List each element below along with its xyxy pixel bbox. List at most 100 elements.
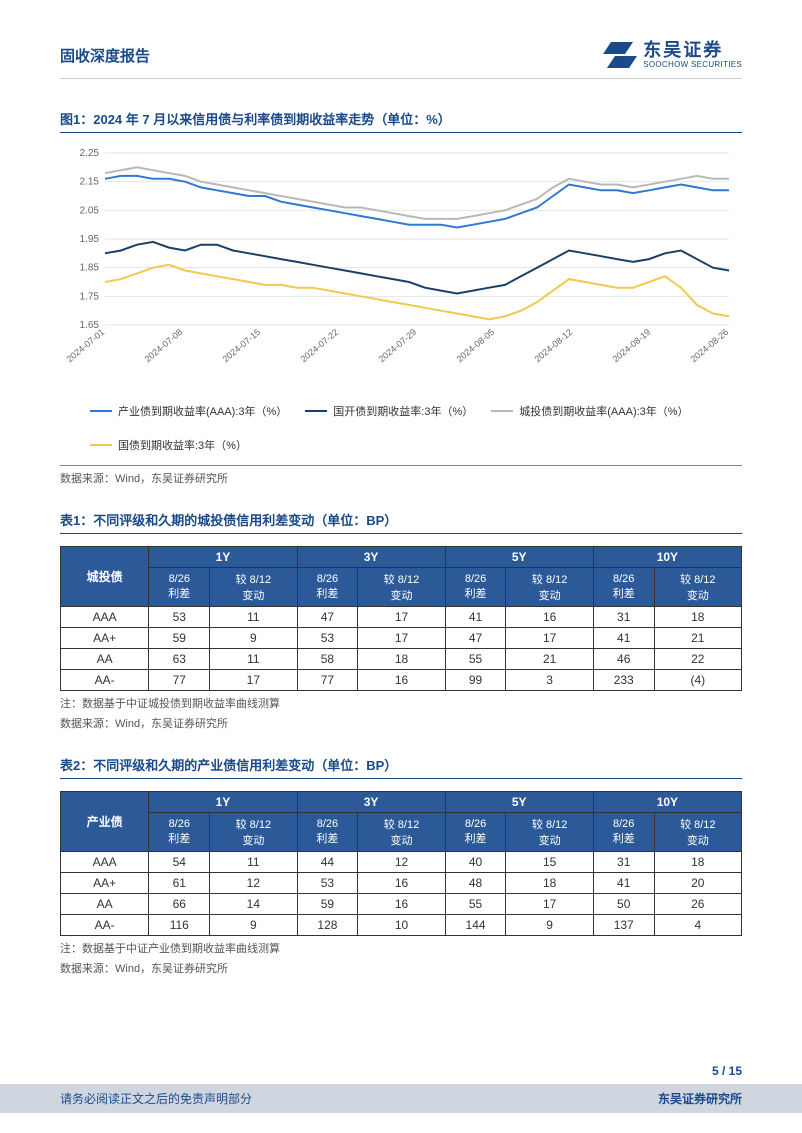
svg-text:2024-08-19: 2024-08-19 <box>611 327 653 364</box>
table-period-header: 5Y <box>445 792 593 813</box>
table-cell: 53 <box>149 607 210 628</box>
table-subheader: 较 8/12变动 <box>210 568 297 607</box>
table-cell: 53 <box>297 873 358 894</box>
table1-source: 数据来源：Wind，东吴证券研究所 <box>60 715 742 731</box>
table-cell: 17 <box>358 628 445 649</box>
row-label: AA- <box>61 670 149 691</box>
svg-text:1.85: 1.85 <box>80 263 100 274</box>
table-row: AA6614591655175026 <box>61 894 742 915</box>
table-period-header: 10Y <box>593 792 741 813</box>
row-label: AA- <box>61 915 149 936</box>
table-cell: 54 <box>149 852 210 873</box>
table2: 产业债1Y3Y5Y10Y8/26利差较 8/12变动8/26利差较 8/12变动… <box>60 791 742 936</box>
table-cell: 40 <box>445 852 506 873</box>
table-period-header: 10Y <box>593 547 741 568</box>
table-cell: 55 <box>445 894 506 915</box>
table-cell: 20 <box>654 873 741 894</box>
table-cell: 12 <box>210 873 297 894</box>
table-cell: 137 <box>593 915 654 936</box>
table-cell: (4) <box>654 670 741 691</box>
table-cell: 128 <box>297 915 358 936</box>
logo-text-en: SOOCHOW SECURITIES <box>643 61 742 70</box>
page-footer: 5 / 15 请务必阅读正文之后的免责声明部分 东吴证券研究所 <box>0 1064 802 1113</box>
table-cell: 14 <box>210 894 297 915</box>
legend-item: 城投债到期收益率(AAA):3年（%） <box>491 403 688 419</box>
table-row: AA-11691281014491374 <box>61 915 742 936</box>
table-cell: 12 <box>358 852 445 873</box>
table2-title: 表2：不同评级和久期的产业债信用利差变动（单位：BP） <box>60 755 742 779</box>
svg-text:1.95: 1.95 <box>80 234 100 245</box>
table-period-header: 3Y <box>297 792 445 813</box>
page-header: 固收深度报告 东吴证券 SOOCHOW SECURITIES <box>60 40 742 79</box>
row-label: AA+ <box>61 628 149 649</box>
table-cell: 66 <box>149 894 210 915</box>
table-row: AA6311581855214622 <box>61 649 742 670</box>
table-cell: 9 <box>210 628 297 649</box>
table1-note: 注：数据基于中证城投债到期收益率曲线测算 <box>60 695 742 711</box>
table-cell: 53 <box>297 628 358 649</box>
svg-text:2.25: 2.25 <box>80 148 100 159</box>
legend-label: 产业债到期收益率(AAA):3年（%） <box>118 403 287 419</box>
table-period-header: 5Y <box>445 547 593 568</box>
report-category: 固收深度报告 <box>60 45 150 66</box>
figure1-title: 图1：2024 年 7 月以来信用债与利率债到期收益率走势（单位：%） <box>60 109 742 133</box>
table-cell: 22 <box>654 649 741 670</box>
table-cell: 63 <box>149 649 210 670</box>
svg-text:2024-07-15: 2024-07-15 <box>221 327 263 364</box>
svg-text:2024-07-08: 2024-07-08 <box>143 327 185 364</box>
table-cell: 99 <box>445 670 506 691</box>
table-cell: 44 <box>297 852 358 873</box>
table-cell: 18 <box>654 607 741 628</box>
table-cell: 15 <box>506 852 593 873</box>
logo-text-cn: 东吴证券 <box>643 41 742 61</box>
row-label: AAA <box>61 852 149 873</box>
table-subheader: 8/26利差 <box>149 813 210 852</box>
table-row: AAA5411441240153118 <box>61 852 742 873</box>
row-label: AA <box>61 894 149 915</box>
svg-text:2024-08-26: 2024-08-26 <box>689 327 731 364</box>
table-subheader: 8/26利差 <box>593 568 654 607</box>
svg-text:1.75: 1.75 <box>80 291 100 302</box>
table2-source: 数据来源：Wind，东吴证券研究所 <box>60 960 742 976</box>
table-cell: 21 <box>654 628 741 649</box>
table-cell: 48 <box>445 873 506 894</box>
table-period-header: 1Y <box>149 792 297 813</box>
table-cell: 58 <box>297 649 358 670</box>
table-cell: 16 <box>358 894 445 915</box>
table-cell: 10 <box>358 915 445 936</box>
table-subheader: 8/26利差 <box>297 813 358 852</box>
table-subheader: 较 8/12变动 <box>506 813 593 852</box>
svg-text:2.05: 2.05 <box>80 205 100 216</box>
table-cell: 59 <box>149 628 210 649</box>
table-cell: 11 <box>210 607 297 628</box>
legend-item: 产业债到期收益率(AAA):3年（%） <box>90 403 287 419</box>
page-number: 5 / 15 <box>0 1064 802 1084</box>
table-cell: 47 <box>297 607 358 628</box>
row-label: AA+ <box>61 873 149 894</box>
figure1-legend: 产业债到期收益率(AAA):3年（%）国开债到期收益率:3年（%）城投债到期收益… <box>60 397 742 459</box>
table-cell: 77 <box>297 670 358 691</box>
table-cell: 50 <box>593 894 654 915</box>
table-subheader: 较 8/12变动 <box>358 813 445 852</box>
table-cell: 61 <box>149 873 210 894</box>
svg-text:2024-07-01: 2024-07-01 <box>65 327 107 364</box>
table-cell: 18 <box>654 852 741 873</box>
row-label: AAA <box>61 607 149 628</box>
legend-label: 城投债到期收益率(AAA):3年（%） <box>519 403 688 419</box>
table-cell: 16 <box>358 873 445 894</box>
figure1-chart: 1.651.751.851.952.052.152.252024-07-0120… <box>60 145 742 385</box>
table1: 城投债1Y3Y5Y10Y8/26利差较 8/12变动8/26利差较 8/12变动… <box>60 546 742 691</box>
table-subheader: 8/26利差 <box>149 568 210 607</box>
table-cell: 55 <box>445 649 506 670</box>
table-cell: 31 <box>593 607 654 628</box>
table-row: AA+6112531648184120 <box>61 873 742 894</box>
table-row: AA+599531747174121 <box>61 628 742 649</box>
logo-icon <box>603 40 637 70</box>
table-cell: 21 <box>506 649 593 670</box>
table-cell: 41 <box>445 607 506 628</box>
table1-title: 表1：不同评级和久期的城投债信用利差变动（单位：BP） <box>60 510 742 534</box>
table-cell: 46 <box>593 649 654 670</box>
disclaimer-note: 请务必阅读正文之后的免责声明部分 <box>60 1090 252 1107</box>
svg-text:2024-07-22: 2024-07-22 <box>299 327 341 364</box>
table-cell: 9 <box>210 915 297 936</box>
